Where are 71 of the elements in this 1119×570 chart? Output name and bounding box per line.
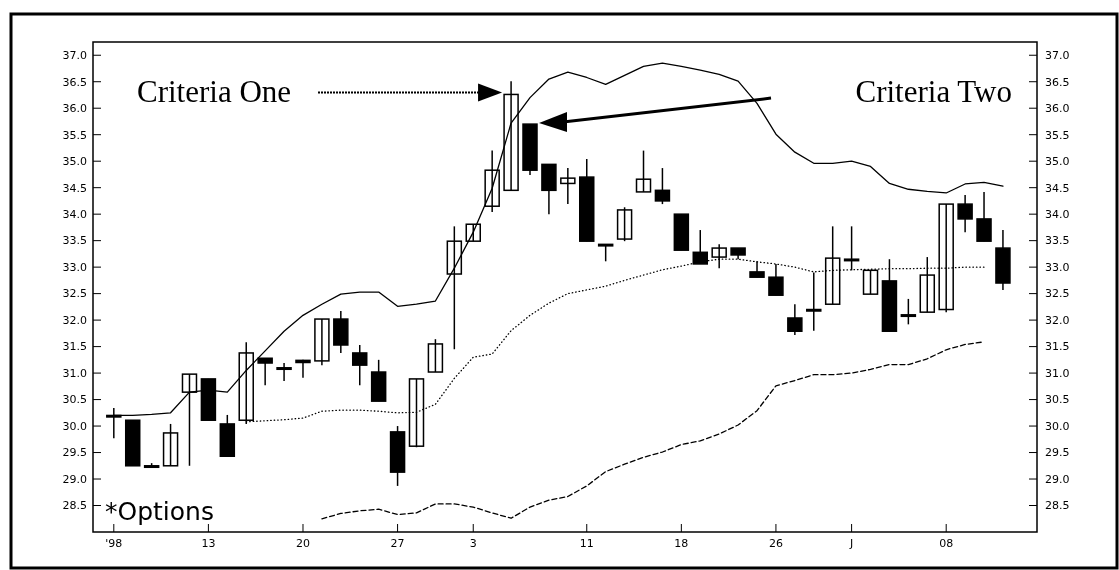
y2-tick-label: 32.5 [1045, 287, 1070, 301]
candlestick [862, 269, 879, 295]
annotation: *Options [105, 497, 214, 526]
y2-tick-label: 35.0 [1045, 155, 1070, 169]
y2-tick-label: 34.0 [1045, 208, 1070, 222]
y-tick-label: 36.0 [62, 102, 87, 116]
y2-tick-label: 28.5 [1045, 499, 1070, 513]
x-tick-label: 27 [390, 537, 405, 550]
candlestick [806, 271, 822, 332]
candlestick [976, 191, 992, 242]
y2-tick-label: 33.0 [1045, 260, 1070, 274]
x-tick-label: 26 [768, 537, 783, 550]
y-tick-label: 33.5 [62, 234, 87, 248]
x-tick-label: 18 [674, 537, 689, 550]
y2-tick-label: 29.5 [1045, 446, 1070, 460]
candlestick [900, 298, 917, 326]
candlestick [484, 149, 500, 213]
candlestick [635, 149, 652, 193]
candlestick [616, 206, 633, 242]
y-tick-label: 36.5 [62, 75, 87, 89]
candlestick [314, 318, 330, 366]
y2-tick-label: 31.0 [1045, 366, 1070, 380]
x-tick-label: 08 [939, 537, 954, 550]
y-tick-label: 37.0 [62, 49, 87, 63]
x-tick-label: 13 [201, 537, 216, 550]
x-tick-label: 20 [295, 537, 310, 550]
y2-tick-label: 29.0 [1045, 472, 1070, 486]
y-tick-label: 28.5 [62, 499, 87, 513]
candlestick [276, 362, 292, 382]
candlestick [503, 80, 519, 192]
y2-tick-label: 33.5 [1045, 234, 1070, 248]
candlestick [162, 423, 179, 467]
candlestick [560, 167, 576, 205]
x-tick-label: J [848, 537, 854, 550]
y2-tick-label: 30.0 [1045, 419, 1070, 433]
y2-tick-label: 37.0 [1045, 49, 1070, 63]
x-tick-label: 3 [469, 537, 477, 550]
y-tick-label: 34.5 [62, 181, 87, 195]
y2-tick-label: 36.0 [1045, 102, 1070, 116]
candlestick [957, 194, 973, 233]
y-tick-label: 29.5 [62, 446, 87, 460]
y-tick-label: 34.0 [62, 208, 87, 222]
y2-tick-label: 35.5 [1045, 128, 1070, 142]
x-tick-label: '98 [105, 537, 123, 550]
y-tick-label: 35.5 [62, 128, 87, 142]
y2-tick-label: 32.0 [1045, 313, 1070, 327]
y2-tick-label: 31.5 [1045, 340, 1070, 354]
y-tick-label: 35.0 [62, 155, 87, 169]
annotation: Criteria One [137, 74, 292, 110]
annotation: Criteria Two [855, 74, 1012, 110]
line-series [321, 341, 985, 520]
y-tick-label: 29.0 [62, 472, 87, 486]
candlestick [654, 167, 671, 205]
y-tick-label: 32.0 [62, 313, 87, 327]
y2-tick-label: 30.5 [1045, 393, 1070, 407]
y-tick-label: 30.5 [62, 393, 87, 407]
candlestick [351, 344, 368, 387]
candlestick [257, 357, 273, 387]
candlestick [787, 303, 803, 336]
y-tick-label: 32.5 [62, 287, 87, 301]
candlestick [446, 225, 463, 350]
y-tick-label: 31.5 [62, 340, 87, 354]
y-tick-label: 30.0 [62, 419, 87, 433]
candlestick [465, 223, 481, 242]
y2-tick-label: 34.5 [1045, 181, 1070, 195]
y-tick-label: 33.0 [62, 260, 87, 274]
candlestick [768, 263, 784, 296]
y2-tick-label: 36.5 [1045, 75, 1070, 89]
x-tick-label: 11 [579, 537, 594, 550]
y-tick-label: 31.0 [62, 366, 87, 380]
candlestick [427, 338, 444, 373]
